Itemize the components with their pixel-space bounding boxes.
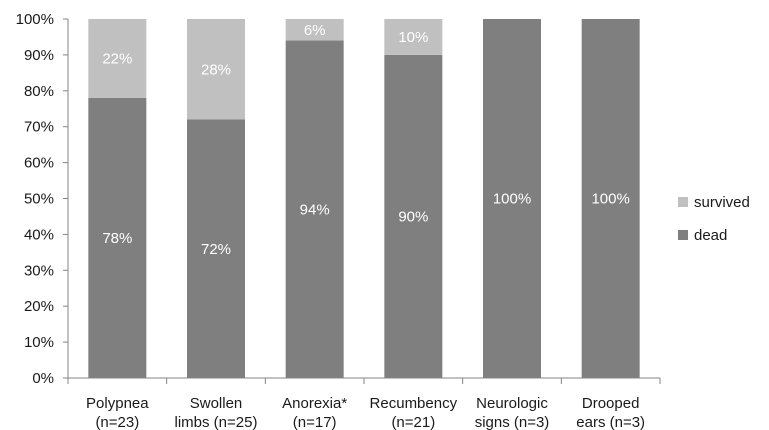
- y-tick-label: 0%: [32, 370, 54, 387]
- category-label-line: limbs (n=25): [175, 414, 258, 430]
- bar-dead-5: [581, 19, 640, 378]
- legend: survived dead: [678, 194, 750, 244]
- y-tick-label: 30%: [24, 262, 54, 279]
- bar-dead-3: [384, 54, 443, 379]
- bar-survived-2: [285, 19, 344, 41]
- axes-layer: 0% 10% 20% 30% 40% 50% 60% 70% 80% 90% 100% Polypne…: [16, 11, 661, 430]
- category-label: Recumbency (n=21): [370, 395, 458, 430]
- legend-label-dead: dead: [694, 227, 727, 244]
- category-label-line: Polypnea: [86, 395, 149, 412]
- bars-layer: [88, 19, 640, 379]
- data-label-survived-1: 28%: [201, 61, 231, 78]
- bar-survived-1: [187, 19, 245, 120]
- category-label-line: signs (n=3): [475, 414, 550, 430]
- category-label-line: Recumbency: [370, 395, 458, 412]
- category-label-line: Neurologic: [476, 395, 548, 412]
- bar-survived-0: [88, 19, 147, 98]
- bar-survived-3: [384, 19, 443, 55]
- data-label-dead-4: 100%: [493, 191, 531, 208]
- bar-dead-1: [187, 119, 245, 379]
- data-label-dead-2: 94%: [300, 201, 330, 218]
- category-label: Swollen limbs (n=25): [175, 395, 258, 430]
- category-label: Neurologic signs (n=3): [475, 395, 550, 430]
- category-label: Polypnea (n=23): [86, 395, 149, 430]
- y-tick-label: 90%: [24, 47, 54, 64]
- category-label-line: (n=21): [391, 414, 435, 430]
- y-tick-label: 80%: [24, 83, 54, 100]
- category-label: Anorexia* (n=17): [282, 395, 347, 430]
- y-tick-label: 70%: [24, 119, 54, 136]
- category-label-line: (n=17): [293, 414, 337, 430]
- y-tick-label: 40%: [24, 226, 54, 243]
- y-tick-label: 100%: [16, 11, 54, 28]
- category-label-line: Swollen: [190, 395, 243, 412]
- legend-swatch-dead: [678, 230, 688, 240]
- data-label-dead-0: 78%: [102, 230, 132, 247]
- legend-swatch-survived: [678, 197, 688, 207]
- y-tick-label: 50%: [24, 191, 54, 208]
- data-label-dead-3: 90%: [398, 208, 428, 225]
- category-label-line: Drooped: [582, 395, 640, 412]
- bar-dead-0: [88, 97, 147, 378]
- data-label-survived-2: 6%: [304, 22, 326, 39]
- category-label-line: (n=23): [95, 414, 139, 430]
- y-tick-label: 60%: [24, 155, 54, 172]
- bar-dead-4: [483, 19, 541, 378]
- category-label-line: ears (n=3): [576, 414, 645, 430]
- y-tick-label: 20%: [24, 298, 54, 315]
- data-label-dead-1: 72%: [201, 241, 231, 258]
- data-label-survived-3: 10%: [398, 29, 428, 46]
- category-label-line: Anorexia*: [282, 395, 347, 412]
- data-label-dead-5: 100%: [591, 191, 629, 208]
- labels-layer: 78% 22% 72% 28% 94% 6% 90% 10% 100% 100%: [102, 22, 630, 258]
- legend-label-survived: survived: [694, 194, 750, 211]
- category-label: Drooped ears (n=3): [576, 395, 645, 430]
- bar-dead-2: [285, 40, 344, 378]
- y-tick-label: 10%: [24, 334, 54, 351]
- data-label-survived-0: 22%: [102, 50, 132, 67]
